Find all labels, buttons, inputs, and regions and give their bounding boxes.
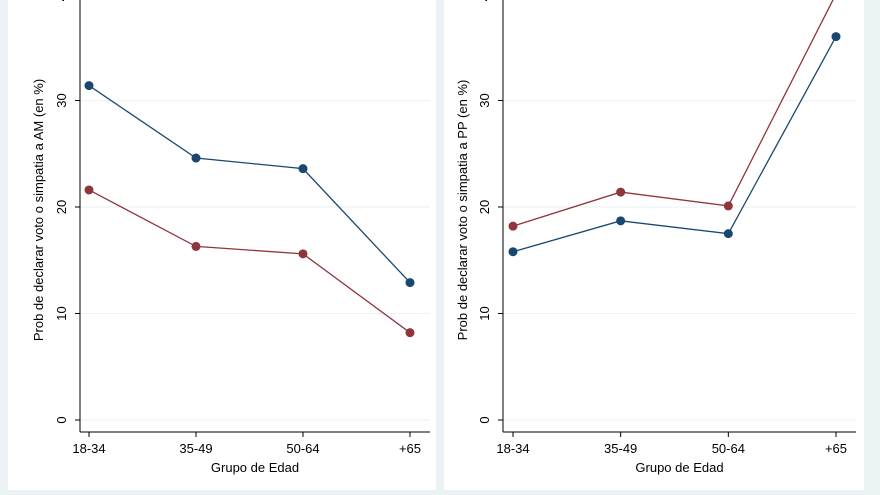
y-axis-label: Prob de declarar voto o simpatia a PP (e… [455, 80, 470, 341]
x-tick-label: 18-34 [496, 441, 529, 456]
panel [444, 0, 864, 490]
x-tick-label: 35-49 [604, 441, 637, 456]
y-tick-label: 10 [54, 306, 69, 320]
point [298, 249, 308, 259]
point [616, 216, 626, 226]
x-tick-label: 50-64 [286, 441, 319, 456]
x-tick-label: 18-34 [72, 441, 105, 456]
x-tick-label: +65 [825, 441, 847, 456]
series-line [512, 0, 834, 227]
point [191, 153, 201, 163]
point [84, 185, 94, 195]
point [191, 241, 201, 251]
point [405, 328, 415, 338]
x-axis-label: Grupo de Edad [211, 460, 299, 475]
y-tick-label: 30 [477, 93, 492, 107]
point [831, 32, 841, 42]
point [616, 187, 626, 197]
point [298, 164, 308, 174]
y-axis-label: Prob de declarar voto o simpatia a AM (e… [31, 79, 46, 341]
series-line [88, 189, 411, 334]
x-axis-label: Grupo de Edad [635, 460, 723, 475]
series-line [88, 85, 411, 284]
y-tick-label: 20 [54, 200, 69, 214]
y-tick-label: 30 [54, 93, 69, 107]
y-tick-label: 10 [477, 306, 492, 320]
y-tick-label: 40 [477, 0, 492, 1]
point [508, 221, 518, 231]
point [405, 278, 415, 288]
y-tick-label: 0 [54, 416, 69, 423]
point [723, 201, 733, 211]
x-tick-label: 50-64 [712, 441, 745, 456]
point [723, 229, 733, 239]
y-tick-label: 20 [477, 200, 492, 214]
y-tick-label: 40 [54, 0, 69, 1]
panel [8, 0, 436, 490]
x-tick-label: +65 [399, 441, 421, 456]
series-line [512, 36, 837, 253]
x-tick-label: 35-49 [179, 441, 212, 456]
point [84, 81, 94, 91]
y-tick-label: 0 [477, 416, 492, 423]
point [508, 247, 518, 257]
